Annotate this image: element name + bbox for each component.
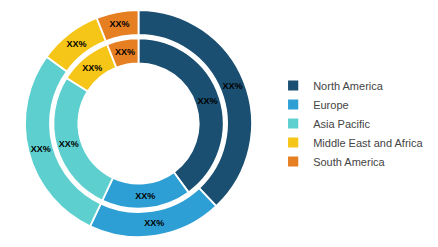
- svg-text:South America: South America: [313, 156, 385, 168]
- svg-text:XX%: XX%: [115, 47, 135, 57]
- svg-text:XX%: XX%: [144, 218, 164, 228]
- svg-text:XX%: XX%: [67, 39, 87, 49]
- svg-text:Middle East and Africa: Middle East and Africa: [313, 137, 423, 149]
- svg-text:Asia Pacific: Asia Pacific: [313, 118, 370, 130]
- svg-text:XX%: XX%: [31, 144, 51, 154]
- svg-text:XX%: XX%: [110, 19, 130, 29]
- svg-text:XX%: XX%: [59, 139, 79, 149]
- svg-text:XX%: XX%: [135, 191, 155, 201]
- svg-text:XX%: XX%: [222, 81, 242, 91]
- svg-text:North America: North America: [313, 80, 384, 92]
- svg-text:Europe: Europe: [313, 99, 348, 111]
- svg-text:XX%: XX%: [82, 63, 102, 73]
- svg-text:XX%: XX%: [198, 96, 218, 106]
